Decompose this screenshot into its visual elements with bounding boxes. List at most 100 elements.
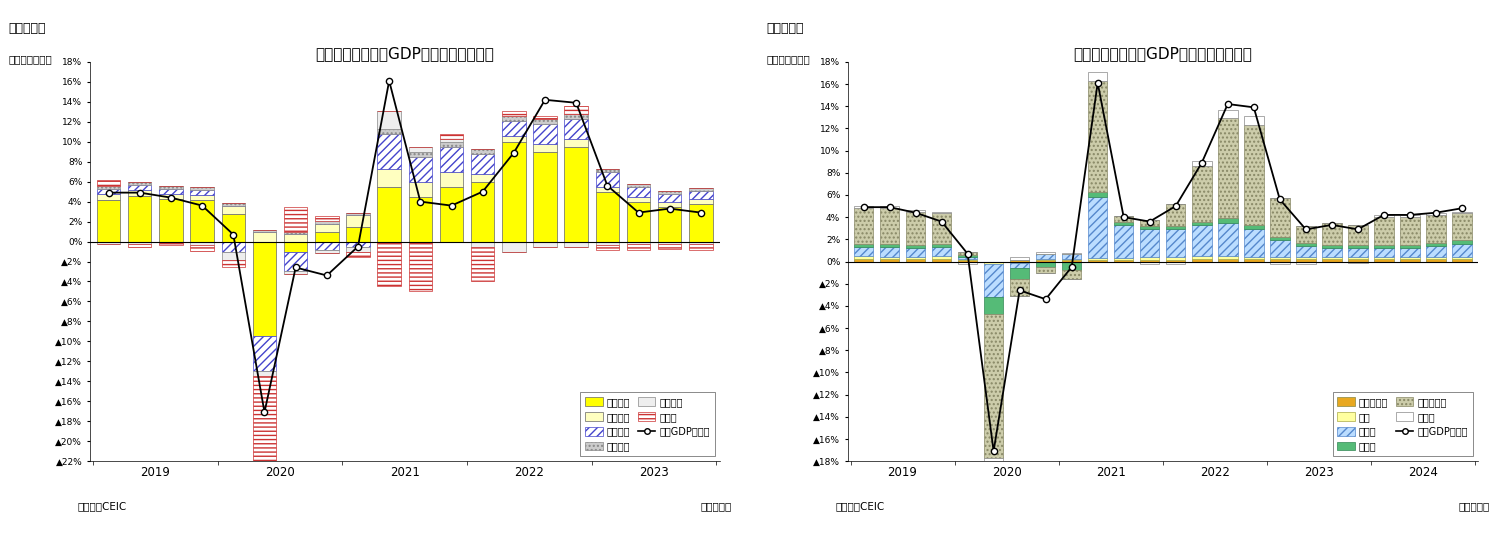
Bar [284, 233, 308, 241]
Bar [1192, 160, 1212, 166]
Bar [1062, 259, 1082, 261]
Bar [128, 182, 151, 184]
Bar [502, 116, 525, 121]
Bar [1035, 254, 1055, 259]
Bar [1426, 243, 1446, 246]
Bar [596, 172, 619, 187]
Bar [854, 256, 874, 259]
Bar [346, 227, 370, 241]
Bar [1400, 259, 1420, 262]
Bar [1452, 257, 1471, 259]
Bar [1035, 267, 1055, 272]
Bar [315, 249, 338, 253]
Bar [1400, 217, 1420, 245]
Bar [880, 206, 899, 208]
Title: マレーシアの実質GDP成長率（需要側）: マレーシアの実質GDP成長率（需要側） [315, 46, 493, 61]
Bar [190, 190, 214, 195]
Bar [854, 208, 874, 244]
Bar [190, 245, 214, 251]
Bar [222, 214, 244, 241]
Bar [346, 241, 370, 247]
Bar [254, 241, 276, 336]
Bar [1452, 213, 1471, 240]
Bar [1139, 257, 1159, 261]
Bar [439, 139, 463, 142]
Bar [222, 252, 244, 260]
Bar [128, 241, 151, 244]
Bar [1271, 262, 1290, 264]
Bar [1375, 257, 1394, 259]
Bar [471, 247, 495, 281]
Bar [377, 187, 401, 241]
Bar [315, 223, 338, 231]
Bar [596, 245, 619, 249]
Bar [1088, 197, 1108, 258]
Bar [1088, 80, 1108, 192]
Bar [958, 252, 978, 255]
Text: （資料）CEIC: （資料）CEIC [77, 501, 127, 511]
Bar [880, 247, 899, 257]
Bar [346, 247, 370, 252]
Bar [409, 157, 432, 182]
Bar [1426, 213, 1446, 215]
Bar [1375, 215, 1394, 217]
Bar [502, 121, 525, 136]
Bar [658, 207, 682, 241]
Bar [190, 200, 214, 241]
Bar [1218, 110, 1237, 118]
Bar [690, 199, 712, 204]
Bar [626, 241, 650, 244]
Bar [905, 259, 925, 262]
Bar [1322, 257, 1342, 259]
Bar [284, 252, 308, 271]
Bar [1192, 256, 1212, 259]
Bar [1218, 118, 1237, 218]
Bar [1348, 257, 1367, 259]
Bar [626, 201, 650, 241]
Bar [160, 241, 183, 245]
Bar [958, 259, 978, 261]
Bar [254, 376, 276, 476]
Bar [1375, 248, 1394, 257]
Bar [905, 212, 925, 245]
Bar [409, 241, 432, 292]
Bar [1088, 192, 1108, 197]
Bar [1322, 223, 1342, 245]
Bar [190, 195, 214, 200]
Bar [596, 192, 619, 241]
Bar [128, 196, 151, 241]
Bar [222, 241, 244, 252]
Bar [1035, 262, 1055, 267]
Bar [1243, 116, 1263, 125]
Bar [1348, 248, 1367, 257]
Bar [315, 241, 338, 249]
Bar [564, 119, 589, 139]
Bar [564, 241, 589, 247]
Bar [1218, 223, 1237, 256]
Bar [958, 255, 978, 257]
Bar [854, 206, 874, 208]
Bar [439, 134, 463, 139]
Bar [905, 245, 925, 248]
Bar [1114, 216, 1133, 222]
Bar [564, 114, 589, 119]
Bar [128, 190, 151, 196]
Text: （資料）CEIC: （資料）CEIC [836, 501, 884, 511]
Bar [409, 147, 432, 152]
Bar [97, 241, 121, 244]
Bar [160, 189, 183, 193]
Bar [1400, 257, 1420, 259]
Bar [1243, 257, 1263, 259]
Bar [1296, 246, 1316, 257]
Bar [1166, 229, 1186, 257]
Bar [596, 187, 619, 192]
Bar [160, 199, 183, 241]
Bar [1348, 245, 1367, 248]
Bar [658, 241, 682, 244]
Bar [984, 297, 1003, 313]
Bar [533, 152, 557, 241]
Bar [690, 188, 712, 191]
Title: マレーシアの実質GDP成長率（供給側）: マレーシアの実質GDP成長率（供給側） [1073, 46, 1252, 61]
Bar [984, 264, 1003, 297]
Bar [533, 144, 557, 152]
